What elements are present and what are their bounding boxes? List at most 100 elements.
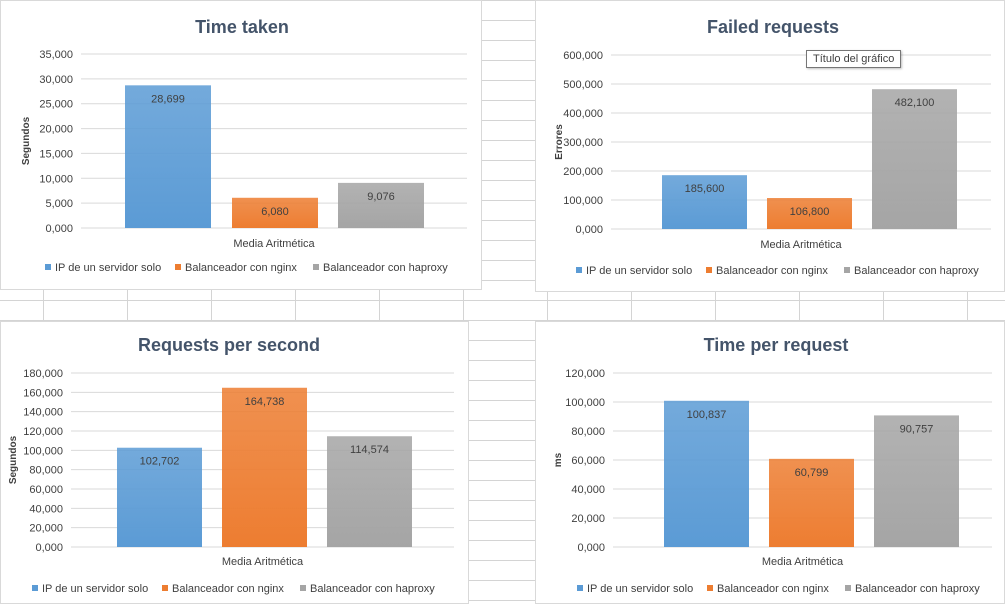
y-tick-label: 60,000 xyxy=(571,455,605,467)
bar-2 xyxy=(232,197,318,228)
chart-title: Time taken xyxy=(195,17,289,37)
legend-swatch xyxy=(706,267,712,273)
bar-2 xyxy=(222,387,307,547)
data-label: 106,800 xyxy=(790,206,830,218)
chart-svg-failed-requests: Failed requests 0,000 100,000 200,000 300,00… xyxy=(554,17,991,277)
y-tick-label: 100,000 xyxy=(563,195,603,207)
legend-swatch xyxy=(300,585,306,591)
data-label: 9,076 xyxy=(367,191,395,203)
legend-label: Balanceador con nginx xyxy=(172,583,284,595)
y-tick-label: 100,000 xyxy=(565,397,605,409)
bar-3 xyxy=(338,182,424,228)
y-tick-label: 300,000 xyxy=(563,137,603,149)
legend-label: Balanceador con nginx xyxy=(716,265,828,277)
y-tick-label: 30,000 xyxy=(39,74,73,86)
legend-swatch xyxy=(844,267,850,273)
legend-swatch xyxy=(576,267,582,273)
y-tick-label: 120,000 xyxy=(565,368,605,380)
legend-swatch xyxy=(162,585,168,591)
data-label: 482,100 xyxy=(895,97,935,109)
y-tick-label: 15,000 xyxy=(39,148,73,160)
x-category-label: Media Aritmética xyxy=(760,239,842,251)
chart-title-tooltip: Título del gráfico xyxy=(806,50,902,68)
y-tick-label: 180,000 xyxy=(23,368,63,380)
y-tick-label: 200,000 xyxy=(563,166,603,178)
chart-time-per-request[interactable]: Time per request 0,000 20,000 40,000 60,000 8… xyxy=(535,321,1005,604)
legend-label: Balanceador con nginx xyxy=(717,583,829,595)
y-tick-label: 500,000 xyxy=(563,79,603,91)
bar-3 xyxy=(874,415,959,547)
y-tick-label: 0,000 xyxy=(575,224,603,236)
y-tick-label: 40,000 xyxy=(29,503,63,515)
x-category-label: Media Aritmética xyxy=(233,238,315,250)
legend-label: Balanceador con nginx xyxy=(185,262,297,274)
data-label: 60,799 xyxy=(795,467,829,479)
y-tick-label: 160,000 xyxy=(23,387,63,399)
y-tick-label: 20,000 xyxy=(39,124,73,136)
y-tick-label: 60,000 xyxy=(29,484,63,496)
chart-title: Requests per second xyxy=(138,335,320,355)
bar-1 xyxy=(662,175,747,229)
y-axis-title: Errores xyxy=(554,124,565,160)
data-label: 114,574 xyxy=(350,444,389,456)
data-label: 185,600 xyxy=(685,183,725,195)
legend-swatch xyxy=(707,585,713,591)
bar-1 xyxy=(664,400,749,547)
y-tick-label: 120,000 xyxy=(23,426,63,438)
y-tick-label: 400,000 xyxy=(563,108,603,120)
y-axis-title: Segundos xyxy=(8,435,19,484)
chart-title: Time per request xyxy=(704,335,849,355)
legend-label: Balanceador con haproxy xyxy=(855,583,980,595)
y-tick-label: 80,000 xyxy=(29,465,63,477)
legend-label: Balanceador con haproxy xyxy=(310,583,435,595)
chart-title: Failed requests xyxy=(707,17,839,37)
bar-2 xyxy=(767,198,852,229)
chart-svg-requests-per-second: Requests per second 0,000 20,000 40,000 60,0… xyxy=(8,335,454,595)
bar-3 xyxy=(327,436,412,547)
chart-time-taken[interactable]: Time taken 0,000 5,000 10,000 15,000 20,000 25… xyxy=(0,0,482,290)
y-axis-title: Segundos xyxy=(21,116,32,165)
chart-failed-requests[interactable]: Failed requests 0,000 100,000 200,000 300,00… xyxy=(535,0,1005,292)
legend-swatch xyxy=(577,585,583,591)
legend-swatch xyxy=(845,585,851,591)
chart-svg-time-taken: Time taken 0,000 5,000 10,000 15,000 20,000 25… xyxy=(21,17,467,274)
data-label: 164,738 xyxy=(245,396,285,408)
data-label: 100,837 xyxy=(687,409,727,421)
legend-label: Balanceador con haproxy xyxy=(854,265,979,277)
legend-swatch xyxy=(175,264,181,270)
legend-swatch xyxy=(32,585,38,591)
legend-label: IP de un servidor solo xyxy=(55,262,161,274)
chart-requests-per-second[interactable]: Requests per second 0,000 20,000 40,000 60,0… xyxy=(0,321,469,604)
y-tick-label: 80,000 xyxy=(571,426,605,438)
data-label: 28,699 xyxy=(151,93,185,105)
bar-1 xyxy=(125,85,211,228)
x-category-label: Media Aritmética xyxy=(762,556,844,568)
x-category-label: Media Aritmética xyxy=(222,556,304,568)
legend-label: IP de un servidor solo xyxy=(587,583,693,595)
y-tick-label: 0,000 xyxy=(45,223,73,235)
y-tick-label: 5,000 xyxy=(45,198,73,210)
data-label: 102,702 xyxy=(140,456,180,468)
y-tick-label: 40,000 xyxy=(571,484,605,496)
y-tick-label: 0,000 xyxy=(35,542,63,554)
y-tick-label: 0,000 xyxy=(577,542,605,554)
bar-2 xyxy=(769,458,854,547)
legend-label: Balanceador con haproxy xyxy=(323,262,448,274)
legend-swatch xyxy=(45,264,51,270)
bar-3 xyxy=(872,89,957,229)
y-tick-label: 600,000 xyxy=(563,50,603,62)
legend-label: IP de un servidor solo xyxy=(42,583,148,595)
bar-1 xyxy=(117,447,202,547)
chart-svg-time-per-request: Time per request 0,000 20,000 40,000 60,000 8… xyxy=(553,335,992,595)
y-tick-label: 20,000 xyxy=(571,513,605,525)
legend-swatch xyxy=(313,264,319,270)
y-tick-label: 35,000 xyxy=(39,49,73,61)
y-tick-label: 20,000 xyxy=(29,523,63,535)
y-axis-title: ms xyxy=(553,452,564,467)
y-tick-label: 100,000 xyxy=(23,445,63,457)
y-tick-label: 10,000 xyxy=(39,173,73,185)
data-label: 6,080 xyxy=(261,206,289,218)
legend-label: IP de un servidor solo xyxy=(586,265,692,277)
y-tick-label: 140,000 xyxy=(23,407,63,419)
y-tick-label: 25,000 xyxy=(39,99,73,111)
